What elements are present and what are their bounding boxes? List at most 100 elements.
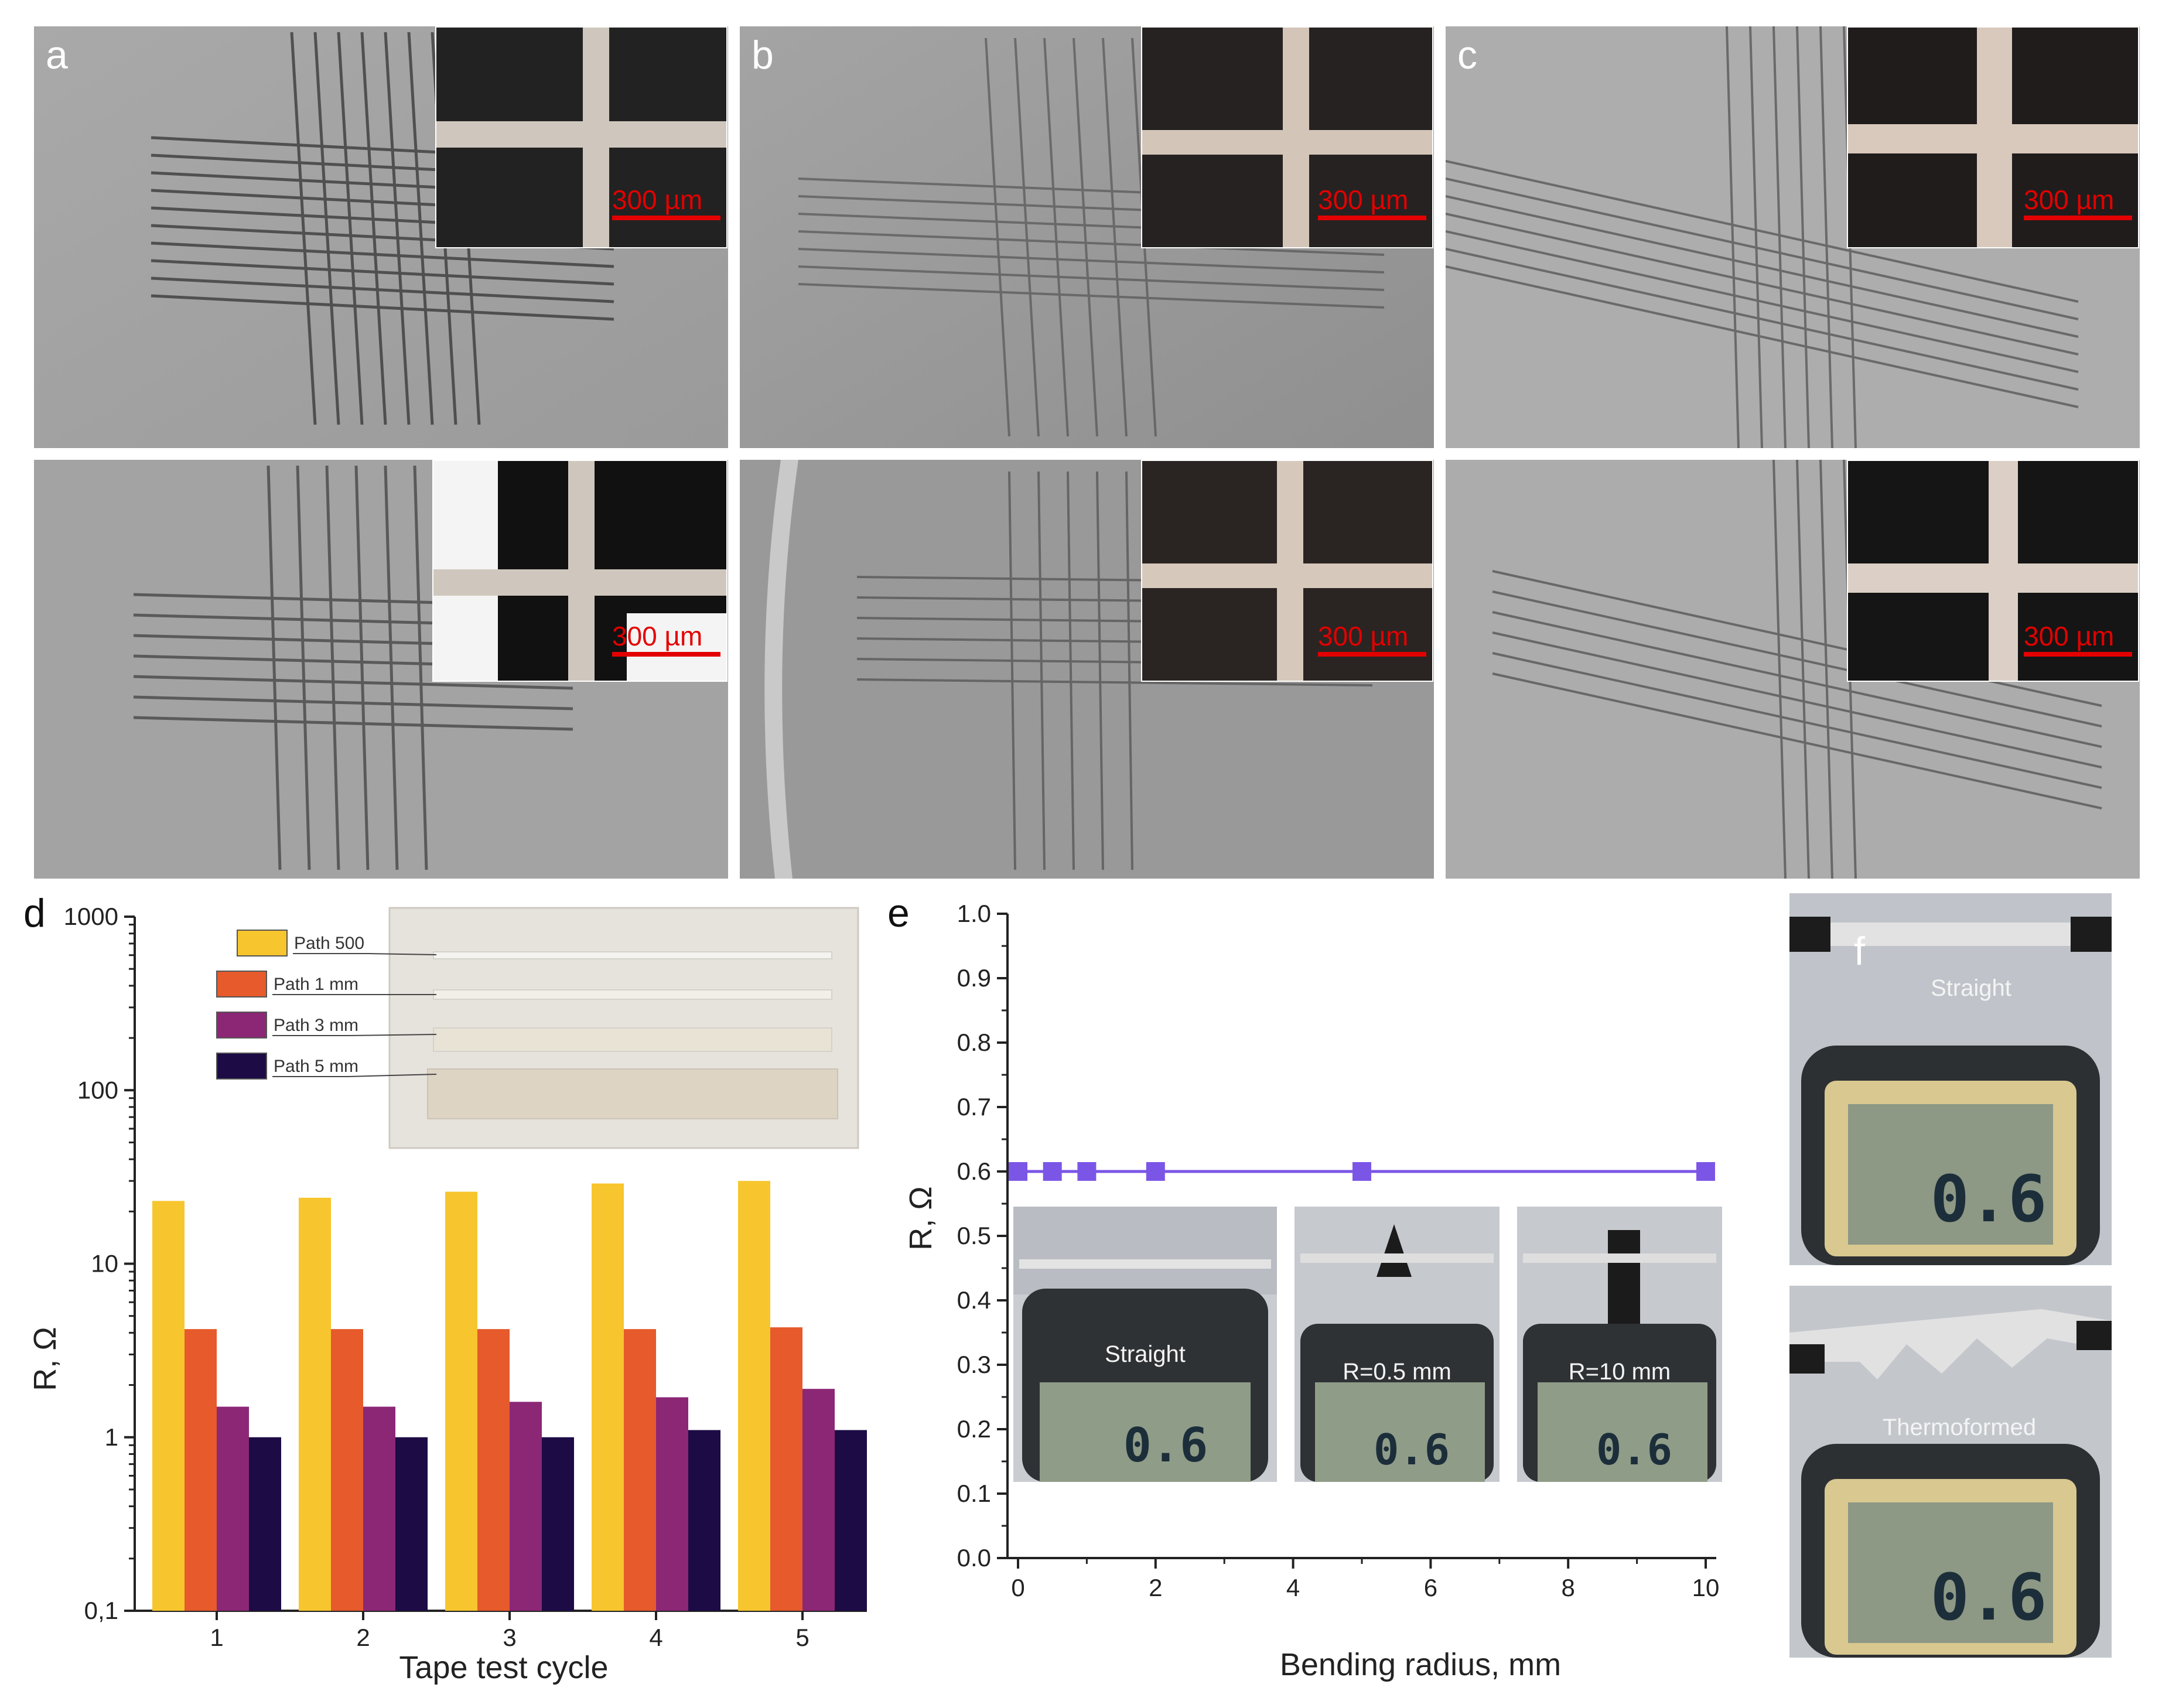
photo-f-straight: Straight 0.6 f xyxy=(1789,893,2112,1265)
legend-swatch xyxy=(237,930,288,957)
bending-photo-straight: Straight 0.6 xyxy=(1013,1207,1277,1482)
bar xyxy=(592,1183,624,1611)
panel-label-a: a xyxy=(46,33,68,77)
x-tick-label: 4 xyxy=(1286,1574,1300,1601)
photo-a-top: a 300 µm xyxy=(34,26,728,448)
panel-label-f: f xyxy=(1854,929,1865,973)
microscope-inset: 300 µm xyxy=(1141,460,1433,682)
line-chart-bending: 0.0 0.1 0.2 0.3 0.4 0.5 0.6 0.7 0.8 0.9 1.0 0 2 4 6 8 10… xyxy=(903,900,1722,1682)
legend-swatch xyxy=(216,1012,267,1039)
photo-caption: R=10 mm xyxy=(1569,1359,1671,1385)
y-tick-label: 0.2 xyxy=(957,1415,991,1443)
microscope-inset: 300 µm xyxy=(432,460,728,682)
photo-b-bottom: 300 µm xyxy=(740,460,1434,879)
panel-label-d: d xyxy=(23,891,46,935)
photo-caption: Straight xyxy=(1105,1341,1186,1367)
scale-bar-label: 300 µm xyxy=(612,185,702,215)
bar xyxy=(477,1329,510,1611)
bar xyxy=(217,1406,249,1611)
data-point xyxy=(1043,1162,1062,1181)
bar xyxy=(542,1437,574,1611)
y-tick-label: 1.0 xyxy=(957,900,991,927)
legend-swatch xyxy=(216,1053,267,1080)
bar xyxy=(624,1329,656,1611)
photo-caption: Straight xyxy=(1931,975,2011,1001)
microscope-inset: 300 µm xyxy=(1141,26,1433,248)
bending-photo-r10: R=10 mm 0.6 xyxy=(1517,1207,1722,1482)
x-tick-label: 1 xyxy=(210,1624,223,1651)
scale-bar-label: 300 µm xyxy=(2024,621,2114,651)
y-tick-label: 0.0 xyxy=(957,1544,991,1572)
photo-caption: Thermoformed xyxy=(1883,1415,2036,1440)
bar xyxy=(185,1329,217,1611)
x-tick-label: 8 xyxy=(1562,1574,1575,1601)
data-point xyxy=(1352,1162,1371,1181)
y-tick-label: 0.4 xyxy=(957,1286,991,1314)
photo-f-thermoformed: Thermoformed 0.6 xyxy=(1789,1286,2112,1658)
y-tick-label: 0.5 xyxy=(957,1222,991,1249)
scale-bar-label: 300 µm xyxy=(612,621,702,651)
legend-leader xyxy=(368,953,437,955)
bar xyxy=(770,1327,802,1611)
y-tick-label: 100 xyxy=(77,1076,118,1104)
bar xyxy=(363,1406,395,1611)
photo-c-top: c 300 µm xyxy=(1446,26,2140,448)
x-tick-label: 2 xyxy=(1149,1574,1162,1601)
legend-leader xyxy=(348,1074,437,1077)
y-tick-label: 0.7 xyxy=(957,1093,991,1121)
x-tick-label: 0 xyxy=(1011,1574,1024,1601)
bar xyxy=(249,1437,281,1611)
y-axis-title: R, Ω xyxy=(903,1186,938,1250)
microscope-inset: 300 µm xyxy=(435,26,728,248)
x-tick-label: 6 xyxy=(1424,1574,1437,1601)
x-tick-label: 4 xyxy=(649,1624,662,1651)
bar-chart-tape-test: 0,1 1 10 100 1000 1 2 3 4 5 Path 500 Path 1 mm Path… xyxy=(28,903,867,1685)
scale-bar-label: 300 µm xyxy=(1318,185,1408,215)
bar xyxy=(835,1430,867,1611)
photo-a-bottom: 300 µm xyxy=(34,460,728,879)
data-point xyxy=(1077,1162,1097,1181)
meter-reading: 0.6 xyxy=(1374,1425,1450,1474)
scale-bar-label: 300 µm xyxy=(2024,185,2114,215)
y-tick-label: 0.9 xyxy=(957,964,991,992)
y-tick-label: 0.1 xyxy=(957,1480,991,1507)
y-tick-label: 1 xyxy=(105,1423,118,1451)
bar xyxy=(331,1329,363,1611)
bar xyxy=(510,1402,542,1611)
x-tick-label: 5 xyxy=(795,1624,809,1651)
meter-reading: 0.6 xyxy=(1931,1162,2047,1236)
legend-label: Path 5 mm xyxy=(274,1057,358,1076)
meter-reading: 0.6 xyxy=(1931,1560,2047,1635)
x-axis-title: Tape test cycle xyxy=(399,1650,608,1685)
data-point xyxy=(1696,1162,1715,1181)
bar xyxy=(656,1397,688,1611)
y-tick-label: 0.3 xyxy=(957,1351,991,1378)
legend-leader xyxy=(348,1034,437,1036)
y-axis-title: R, Ω xyxy=(28,1327,63,1391)
bar xyxy=(688,1430,720,1611)
meter-reading: 0.6 xyxy=(1123,1418,1208,1473)
meter-reading: 0.6 xyxy=(1596,1425,1672,1474)
bar xyxy=(395,1437,428,1611)
path-sample-photo xyxy=(388,907,859,1149)
bar xyxy=(299,1197,331,1611)
scale-bar-label: 300 µm xyxy=(1318,621,1408,651)
bar xyxy=(802,1389,835,1611)
y-tick-label: 0.8 xyxy=(957,1029,991,1056)
bar xyxy=(445,1191,477,1611)
y-tick-label: 0.6 xyxy=(957,1157,991,1185)
microscope-inset: 300 µm xyxy=(1847,460,2139,682)
legend-label: Path 3 mm xyxy=(274,1016,358,1035)
photo-b-top: b 300 µm xyxy=(740,26,1434,448)
panel-label-c: c xyxy=(1457,33,1477,77)
bar xyxy=(738,1181,770,1611)
x-tick-label: 2 xyxy=(356,1624,370,1651)
data-point xyxy=(1146,1162,1165,1181)
photo-c-bottom: 300 µm xyxy=(1446,460,2140,879)
y-tick-label: 1000 xyxy=(64,903,118,930)
panel-label-e: e xyxy=(887,891,910,935)
bar xyxy=(152,1201,185,1611)
legend-label: Path 500 xyxy=(294,934,364,953)
bending-photo-r05: R=0.5 mm 0.6 xyxy=(1295,1207,1500,1482)
y-tick-label: 0,1 xyxy=(84,1597,118,1624)
